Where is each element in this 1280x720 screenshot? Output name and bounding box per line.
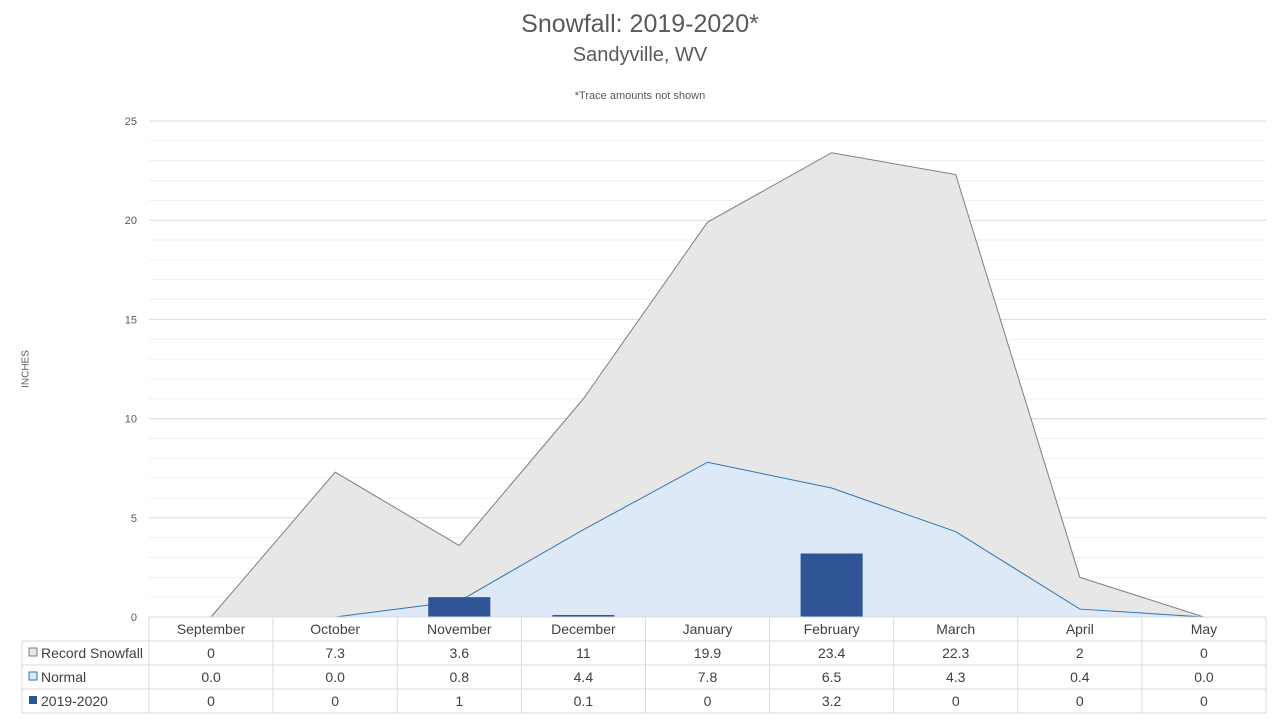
- x-category-label: October: [310, 621, 360, 637]
- legend-key: [28, 671, 38, 681]
- chart-note: *Trace amounts not shown: [574, 90, 706, 102]
- y-tick-label: 15: [125, 314, 137, 326]
- data-table: September October November December January F…: [21, 616, 1267, 714]
- data-label: 6.5: [822, 669, 842, 685]
- bar-november: [428, 597, 491, 617]
- x-category-label: January: [683, 621, 733, 637]
- data-label: 0.1: [574, 693, 594, 709]
- x-category-label: March: [936, 621, 975, 637]
- data-label: 23.4: [818, 645, 845, 661]
- data-label: 0.0: [201, 669, 221, 685]
- bar-series: [428, 553, 863, 617]
- data-label: 7.3: [325, 645, 345, 661]
- legend-key: [28, 647, 38, 657]
- legend-label: Normal: [41, 669, 86, 685]
- area-normal: [211, 462, 1204, 617]
- x-category-label: May: [1191, 621, 1217, 637]
- data-label: 0: [207, 645, 215, 661]
- data-label: 19.9: [694, 645, 721, 661]
- data-label: 0: [952, 693, 960, 709]
- x-category-label: September: [177, 621, 246, 637]
- y-tick-label: 20: [125, 215, 137, 227]
- data-label: 0: [1200, 645, 1208, 661]
- data-label: 7.8: [698, 669, 718, 685]
- line-normal: [211, 461, 1204, 618]
- data-label: 0.0: [1194, 669, 1214, 685]
- line-record-snowfall: [210, 152, 1205, 618]
- x-category-label: November: [427, 621, 492, 637]
- data-label: 0: [207, 693, 215, 709]
- legend-label: Record Snowfall: [41, 645, 143, 661]
- x-category-label: December: [551, 621, 616, 637]
- y-tick-label: 5: [131, 513, 137, 525]
- chart-title: Snowfall: 2019-2020*: [521, 10, 759, 38]
- bar-february: [800, 553, 863, 617]
- data-label: 0.4: [1070, 669, 1090, 685]
- x-category-label: February: [804, 621, 860, 637]
- data-label: 0.0: [325, 669, 345, 685]
- bar-december: [552, 615, 615, 617]
- data-label: 4.4: [574, 669, 594, 685]
- data-label: 3.6: [450, 645, 470, 661]
- area-series: [210, 152, 1205, 618]
- data-label: 3.2: [822, 693, 842, 709]
- data-label: 0.8: [450, 669, 470, 685]
- data-label: 0: [1076, 693, 1084, 709]
- data-label: 0: [1200, 693, 1208, 709]
- y-tick-label: 10: [125, 414, 137, 426]
- x-category-label: April: [1066, 621, 1094, 637]
- y-tick-label: 25: [125, 116, 137, 128]
- data-label: 11: [576, 645, 591, 661]
- legend-label: 2019-2020: [41, 693, 108, 709]
- y-axis-ticks: 0 5 10 15 20 25: [125, 116, 137, 624]
- data-label: 0: [331, 693, 339, 709]
- data-label: 4.3: [946, 669, 966, 685]
- area-record-snowfall: [211, 152, 1204, 617]
- data-label: 1: [455, 693, 463, 709]
- data-label: 2: [1076, 645, 1084, 661]
- data-label: 22.3: [942, 645, 969, 661]
- chart-subtitle: Sandyville, WV: [572, 44, 708, 66]
- data-label: 0: [704, 693, 712, 709]
- legend-key: [29, 696, 37, 704]
- y-tick-label: 0: [131, 612, 137, 624]
